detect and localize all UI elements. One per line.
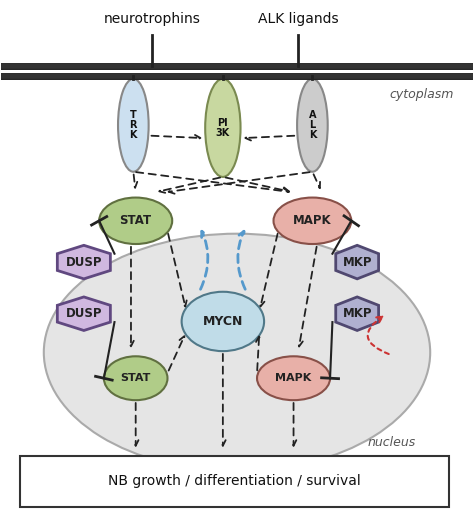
Ellipse shape (118, 79, 149, 172)
Text: PI
3K: PI 3K (216, 118, 230, 138)
Text: MAPK: MAPK (275, 373, 312, 383)
Ellipse shape (297, 79, 328, 172)
Text: NB growth / differentiation / survival: NB growth / differentiation / survival (108, 474, 361, 488)
FancyBboxPatch shape (20, 456, 449, 507)
Ellipse shape (205, 79, 240, 177)
Text: A
L
K: A L K (309, 110, 316, 140)
Polygon shape (336, 245, 379, 279)
Text: ALK ligands: ALK ligands (258, 12, 338, 26)
Text: nucleus: nucleus (368, 436, 416, 449)
Text: DUSP: DUSP (65, 307, 102, 320)
Text: STAT: STAT (120, 373, 151, 383)
Text: MYCN: MYCN (203, 315, 243, 328)
Polygon shape (57, 245, 110, 279)
Ellipse shape (257, 356, 330, 400)
Ellipse shape (104, 356, 167, 400)
Text: MAPK: MAPK (293, 214, 332, 227)
Ellipse shape (44, 234, 430, 471)
Text: MKP: MKP (342, 255, 372, 268)
Text: neurotrophins: neurotrophins (104, 12, 201, 26)
Text: cytoplasm: cytoplasm (389, 88, 454, 101)
Text: DUSP: DUSP (65, 255, 102, 268)
Ellipse shape (99, 198, 172, 244)
Polygon shape (57, 297, 110, 331)
Ellipse shape (273, 198, 351, 244)
Text: STAT: STAT (119, 214, 152, 227)
Polygon shape (336, 297, 379, 331)
Text: T
R
K: T R K (129, 110, 137, 140)
Ellipse shape (182, 292, 264, 351)
Text: MKP: MKP (342, 307, 372, 320)
